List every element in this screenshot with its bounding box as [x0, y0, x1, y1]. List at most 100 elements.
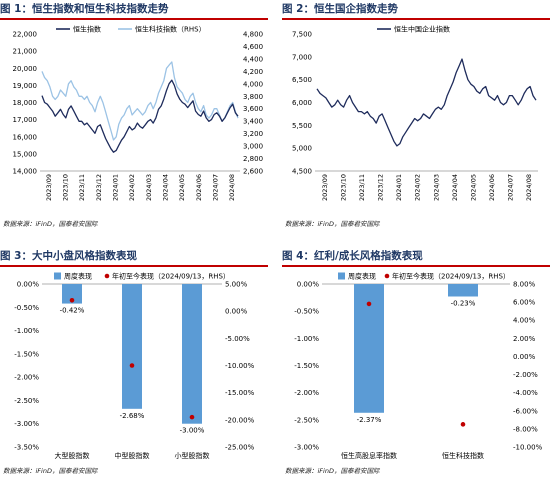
legend-swatch-dot [384, 273, 390, 279]
y2-tick-label: 0.00% [225, 308, 248, 316]
x-tick-label: 2023/11 [358, 174, 366, 201]
x-tick-label: 2024/07 [212, 174, 220, 201]
series-line-main [316, 58, 537, 147]
y-tick-label: 5,500 [292, 122, 312, 130]
y2-tick-label: 3,200 [243, 130, 263, 138]
panel-title: 图 1：恒生指数和恒生科技指数走势 [0, 3, 169, 15]
y-tick-label: -3.00% [294, 444, 319, 452]
y-tick-label: 20,000 [13, 65, 38, 73]
title-underline [282, 265, 550, 267]
y-tick-label: 7,000 [292, 53, 312, 61]
legend-label: 周度表现 [348, 272, 376, 281]
bar [122, 284, 142, 409]
y2-tick-label: -6.00% [513, 407, 538, 415]
y-tick-label: 21,000 [13, 48, 38, 56]
x-tick-label: 2024/08 [228, 174, 236, 201]
x-tick-label: 2024/01 [112, 174, 120, 201]
y-tick-label: 4,500 [292, 168, 312, 176]
y2-tick-label: 2.00% [513, 335, 536, 343]
category-label: 小型股指数 [175, 451, 210, 460]
legend-label: 年初至今表现（2024/09/13，RHS） [112, 272, 230, 281]
x-tick-label: 2024/05 [178, 174, 186, 201]
y2-tick-label: 4,400 [243, 55, 263, 63]
ytd-dot [366, 301, 372, 307]
ytd-dot [189, 414, 195, 420]
y2-tick-label: -5.00% [225, 335, 250, 343]
y-tick-label: -0.50% [14, 304, 39, 312]
y-tick-label: 17,000 [13, 116, 38, 124]
y-tick-label: 19,000 [13, 82, 38, 90]
y-tick-label: 15,000 [13, 150, 38, 158]
source-note: 数据来源：iFinD，国泰君安国际 [285, 467, 380, 475]
y2-tick-label: 4,000 [243, 80, 263, 88]
title-underline [282, 18, 550, 20]
legend-label: 周度表现 [64, 272, 92, 281]
bar [182, 284, 202, 424]
y-tick-label: -2.00% [14, 374, 39, 382]
ytd-dot [69, 298, 75, 303]
y-tick-label: -3.50% [14, 444, 39, 452]
x-tick-label: 2023/09 [45, 174, 53, 201]
y2-tick-label: 4,200 [243, 68, 263, 76]
y2-tick-label: 2,800 [243, 155, 263, 163]
y-tick-label: -1.50% [14, 350, 39, 358]
y2-tick-label: -10.00% [513, 444, 543, 452]
x-tick-label: 2023/09 [321, 174, 329, 201]
legend-label: 恒生中国企业指数 [394, 25, 450, 34]
category-label: 恒生高股息率指数 [341, 451, 397, 460]
chart-hscei: 4,500 5,000 5,500 6,000 6,500 7,000 7,500 2023/… [292, 25, 538, 201]
x-tick-label: 2023/12 [95, 174, 103, 201]
y-tick-label: 16,000 [13, 133, 38, 141]
y-tick-label: 5,000 [292, 145, 312, 153]
category-label: 中型股指数 [115, 451, 150, 460]
x-tick-label: 2024/03 [145, 174, 153, 201]
panel-hsi-hstech: 图 1：恒生指数和恒生科技指数走势 14,000 15,000 16,000 17,0… [0, 0, 268, 232]
data-label: -2.68% [120, 412, 145, 420]
ytd-dot [460, 422, 466, 427]
y2-tick-label: 6.00% [513, 299, 536, 307]
x-tick-label: 2023/10 [62, 174, 70, 201]
legend-swatch-bar [338, 272, 345, 280]
y2-tick-label: -15.00% [225, 389, 255, 397]
data-label: -2.37% [357, 416, 382, 424]
x-tick-label: 2024/02 [128, 174, 136, 201]
x-tick-label: 2024/08 [525, 174, 533, 201]
y2-tick-label: 0.00% [513, 353, 536, 361]
chart-size-style: 0.00% -0.50% -1.00% -1.50% -2.00% -2.50% -3.00… [14, 272, 255, 461]
data-label: -3.00% [180, 427, 205, 435]
y2-tick-label: 4,600 [243, 43, 263, 51]
title-underline [0, 265, 268, 267]
y2-tick-label: 4,800 [243, 31, 263, 39]
y2-tick-label: 3,400 [243, 118, 263, 126]
x-tick-label: 2023/10 [339, 174, 347, 201]
y-tick-label: 22,000 [13, 31, 38, 39]
y-tick-label: -1.50% [294, 362, 319, 370]
y2-tick-label: 3,000 [243, 143, 263, 151]
series-line-rhs [41, 61, 239, 141]
y2-tick-label: 8.00% [513, 281, 536, 289]
y-tick-label: -0.50% [294, 308, 319, 316]
legend-swatch-bar [54, 272, 61, 280]
x-tick-label: 2024/04 [451, 174, 459, 201]
y2-tick-label: 2,600 [243, 168, 263, 176]
legend-label: 年初至今表现（2024/09/13，RHS） [392, 272, 510, 281]
panel-dividend-growth: 图 4：红利/成长风格指数表现 0.00% -0.50% -1.00% -1.50% -… [282, 247, 550, 478]
x-tick-label: 2024/07 [507, 174, 515, 201]
x-tick-label: 2024/01 [395, 174, 403, 201]
y-tick-label: -1.00% [294, 335, 319, 343]
chart-dividend-growth: 0.00% -0.50% -1.00% -1.50% -2.00% -2.50% -3.00… [294, 272, 543, 461]
legend-label: 恒生科技指数（RHS） [135, 25, 206, 34]
source-note: 数据来源：iFinD，国泰君安国际 [3, 467, 98, 475]
bar [62, 284, 82, 304]
source-note: 数据来源：iFinD，国泰君安国际 [3, 220, 98, 228]
y2-tick-label: -25.00% [225, 444, 255, 452]
x-tick-label: 2024/03 [432, 174, 440, 201]
data-label: -0.23% [451, 299, 476, 307]
panel-title: 图 3：大中小盘风格指数表现 [0, 250, 137, 262]
y2-tick-label: 3,600 [243, 105, 263, 113]
panel-title: 图 2：恒生国企指数走势 [282, 3, 398, 15]
y-tick-label: 0.00% [17, 281, 40, 289]
y2-tick-label: -8.00% [513, 425, 538, 433]
y-tick-label: 6,500 [292, 76, 312, 84]
bar [448, 284, 478, 297]
